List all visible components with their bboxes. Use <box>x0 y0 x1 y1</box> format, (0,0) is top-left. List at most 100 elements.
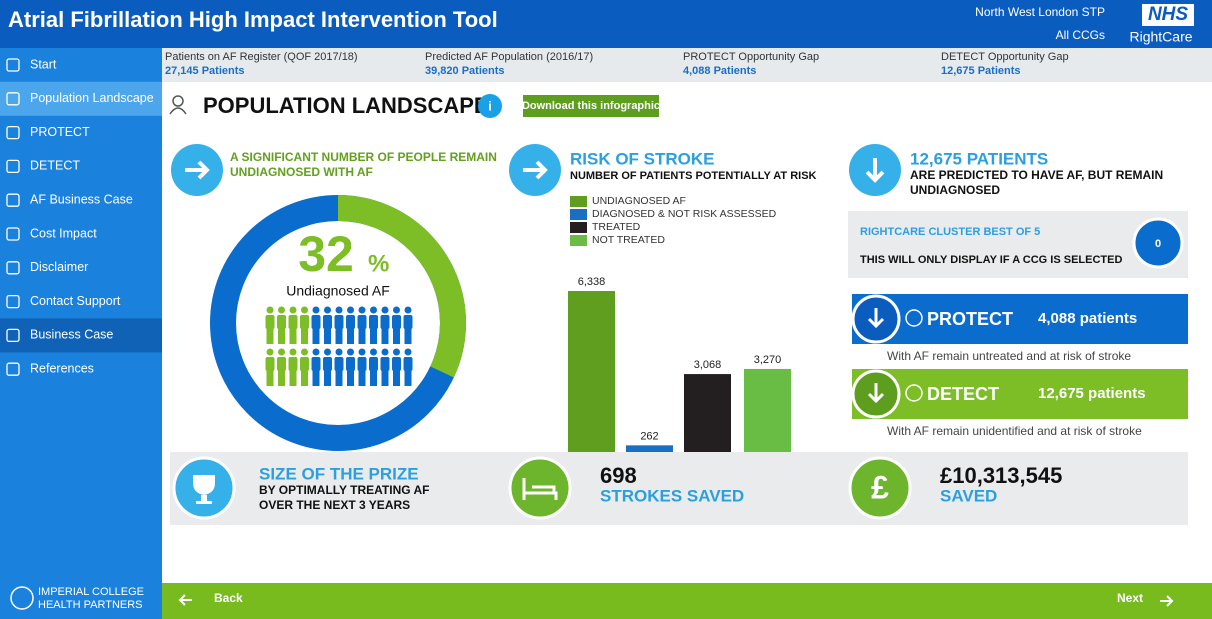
legend-label: UNDIAGNOSED AF <box>592 195 686 207</box>
person-head <box>404 348 412 356</box>
nav-icon <box>6 227 20 241</box>
cluster-box <box>848 211 1188 278</box>
nav-item[interactable]: References <box>30 361 94 375</box>
person-body <box>369 357 378 371</box>
person-head <box>266 306 274 314</box>
panel-text: UNDIAGNOSED <box>910 183 1000 197</box>
nav-item[interactable]: Cost Impact <box>30 226 97 240</box>
caption: Undiagnosed AF <box>286 283 390 299</box>
nav-item[interactable]: PROTECT <box>30 125 90 139</box>
person-head <box>301 306 308 314</box>
page-title: POPULATION LANDSCAPE <box>203 93 489 118</box>
action-bar <box>852 369 1188 419</box>
person-head <box>370 348 377 356</box>
person-head <box>381 348 389 356</box>
person-body <box>380 357 390 371</box>
person-head <box>324 306 331 314</box>
trophy-icon <box>193 475 215 504</box>
action-symbol <box>905 309 923 327</box>
nav-item[interactable]: Business Case <box>30 328 113 342</box>
ccg: All CCGs <box>1056 28 1105 42</box>
person-body <box>265 357 275 371</box>
back-button[interactable]: Back <box>214 591 243 605</box>
person-head <box>347 306 354 314</box>
person-legs <box>381 370 389 386</box>
next-button[interactable]: Next <box>1117 591 1143 605</box>
person-legs <box>335 328 343 344</box>
person-head <box>301 348 308 356</box>
info-badge <box>478 94 502 118</box>
person-legs <box>370 328 377 344</box>
nhs-logo <box>1142 4 1194 26</box>
person-head <box>324 348 331 356</box>
person-head <box>404 306 412 314</box>
person-body <box>323 357 332 371</box>
person-body <box>311 315 321 329</box>
person-legs <box>324 328 331 344</box>
person-body <box>346 315 355 329</box>
panel-heading: A SIGNIFICANT NUMBER OF PEOPLE REMAIN <box>230 150 497 164</box>
person-body <box>334 357 344 371</box>
next-arrow <box>1160 595 1174 607</box>
person-legs <box>324 370 331 386</box>
person-body <box>334 315 344 329</box>
legend-swatch <box>570 196 587 207</box>
person-head <box>278 306 285 314</box>
nav-item[interactable]: AF Business Case <box>30 192 133 206</box>
nav-icon <box>6 294 20 309</box>
pound-symbol: £ <box>871 469 889 505</box>
prize-text: OVER THE NEXT 3 YEARS <box>259 498 410 512</box>
nav-icon <box>6 193 20 207</box>
person-legs <box>370 370 377 386</box>
person-head <box>312 348 320 356</box>
person-body <box>323 315 332 329</box>
nav-icon <box>6 328 20 343</box>
nav-item[interactable]: Disclaimer <box>30 260 88 274</box>
arrow-icon <box>867 308 885 329</box>
bar-value-label: 6,338 <box>578 276 606 288</box>
stat-label: Patients on AF Register (QOF 2017/18) <box>165 51 358 63</box>
stat-label: Predicted AF Population (2016/17) <box>425 51 593 63</box>
legend-swatch <box>570 209 587 220</box>
person-head <box>289 306 297 314</box>
prize-heading: SIZE OF THE PRIZE <box>259 464 419 483</box>
bar-value-label: 3,270 <box>754 354 782 366</box>
action-label: PROTECT <box>927 309 1013 329</box>
person-head <box>335 306 343 314</box>
heading-icon <box>172 95 184 107</box>
person-head <box>393 306 400 314</box>
person-legs <box>278 328 285 344</box>
bar <box>568 291 615 452</box>
nav-icon <box>6 58 20 72</box>
person-head <box>312 306 320 314</box>
stats-bar <box>162 48 1212 82</box>
percent: 32 <box>298 226 354 282</box>
person-body <box>357 357 367 371</box>
person-head <box>358 306 366 314</box>
person-head <box>289 348 297 356</box>
person-body <box>357 315 367 329</box>
stat-label: DETECT Opportunity Gap <box>941 51 1069 63</box>
nav-item[interactable]: Start <box>30 57 57 71</box>
nhs-text: NHS <box>1148 4 1188 25</box>
nav-active <box>0 318 162 353</box>
person-body <box>346 357 355 371</box>
nav-item[interactable]: Contact Support <box>30 294 121 308</box>
person-legs <box>266 370 274 386</box>
nav-icon <box>6 92 20 106</box>
action-symbol <box>905 384 923 402</box>
panel-heading: 12,675 PATIENTS <box>910 149 1048 168</box>
download-button[interactable] <box>523 95 659 117</box>
nav-active <box>0 81 162 116</box>
stat-value: 27,145 Patients <box>165 65 245 77</box>
download-text[interactable]: Download this infographic <box>522 100 660 112</box>
bar <box>626 445 673 452</box>
person-legs <box>289 328 297 344</box>
person-legs <box>393 370 400 386</box>
brand: RightCare <box>1129 29 1192 45</box>
action-value: 4,088 patients <box>1038 310 1137 327</box>
nav-item[interactable]: Population Landscape <box>30 91 154 105</box>
nav-item[interactable]: DETECT <box>30 159 80 173</box>
legend-swatch <box>570 235 587 246</box>
